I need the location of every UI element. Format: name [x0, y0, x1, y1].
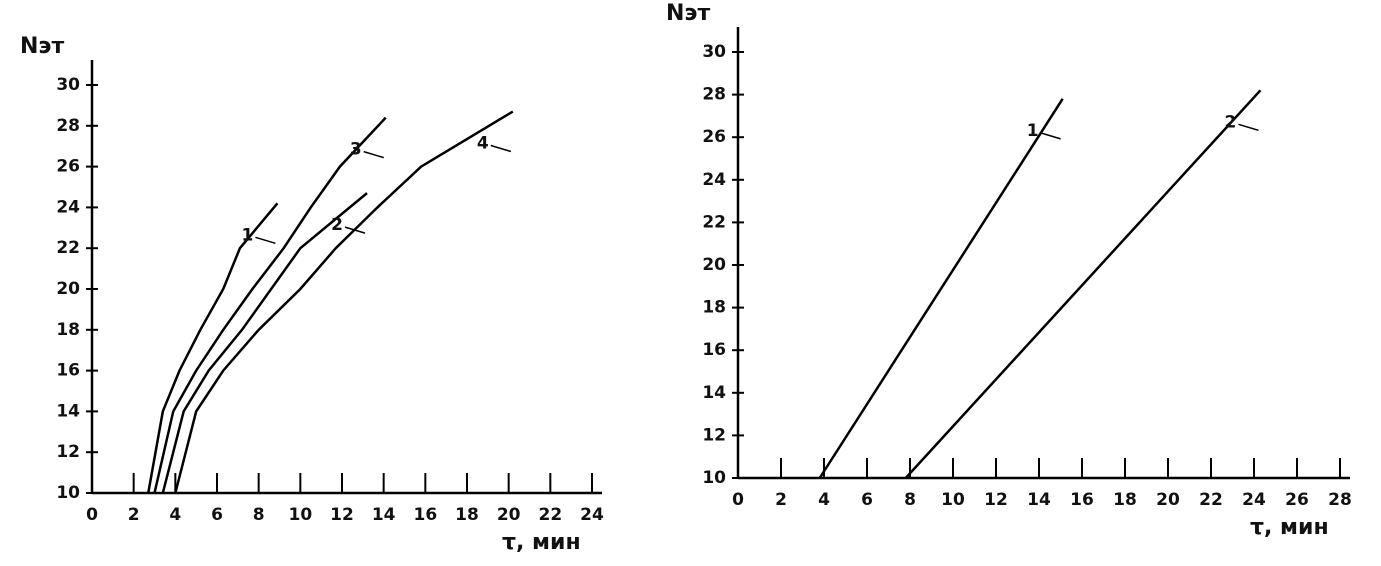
series-label: 3	[350, 140, 362, 160]
x-tick-label: 18	[455, 505, 479, 525]
x-tick-label: 12	[984, 490, 1008, 510]
y-tick-label: 14	[702, 383, 726, 403]
series-line	[147, 202, 279, 494]
x-tick-label: 14	[372, 505, 396, 525]
x-tick-label: 8	[904, 490, 916, 510]
y-tick-label: 12	[702, 425, 726, 445]
y-tick-label: 10	[702, 468, 726, 488]
y-tick-label: 16	[702, 340, 726, 360]
x-tick-label: 6	[861, 490, 873, 510]
x-axis-title: τ, мин	[1250, 515, 1329, 540]
y-tick-label: 12	[56, 442, 80, 462]
x-tick-label: 18	[1113, 490, 1137, 510]
x-tick-label: 0	[732, 490, 744, 510]
series-label: 2	[1225, 112, 1237, 132]
y-tick-label: 30	[702, 42, 726, 62]
x-tick-label: 0	[86, 505, 98, 525]
x-tick-label: 22	[538, 505, 562, 525]
series-line	[174, 110, 514, 494]
y-tick-label: 24	[56, 197, 80, 217]
x-tick-label: 16	[1070, 490, 1094, 510]
y-tick-label: 28	[702, 85, 726, 105]
y-tick-label: 18	[702, 298, 726, 318]
y-axis-title: Nэт	[666, 1, 710, 26]
y-tick-label: 30	[56, 75, 80, 95]
series-line	[818, 98, 1064, 479]
x-tick-label: 14	[1027, 490, 1051, 510]
x-tick-label: 24	[580, 505, 604, 525]
x-tick-label: 16	[413, 505, 437, 525]
y-tick-label: 22	[56, 238, 80, 258]
y-axis-title: Nэт	[20, 34, 64, 59]
x-tick-label: 4	[818, 490, 830, 510]
series-line	[904, 89, 1262, 479]
label-leader	[1040, 132, 1061, 140]
x-tick-label: 10	[941, 490, 965, 510]
series-label: 4	[477, 134, 489, 154]
y-tick-label: 28	[56, 116, 80, 136]
y-tick-label: 14	[56, 401, 80, 421]
x-tick-label: 6	[211, 505, 223, 525]
y-tick-label: 24	[702, 170, 726, 190]
series-line	[161, 192, 368, 494]
y-tick-label: 10	[56, 483, 80, 503]
y-tick-label: 20	[56, 279, 80, 299]
x-tick-label: 10	[288, 505, 312, 525]
x-tick-label: 2	[775, 490, 787, 510]
label-leader	[255, 236, 276, 245]
label-leader	[490, 144, 512, 153]
x-tick-label: 12	[330, 505, 354, 525]
series-line	[153, 116, 387, 494]
series-label: 2	[331, 215, 343, 235]
y-tick-label: 18	[56, 320, 80, 340]
x-tick-label: 26	[1285, 490, 1309, 510]
y-tick-label: 26	[56, 157, 80, 177]
x-axis-title: τ, мин	[502, 530, 581, 555]
x-tick-label: 20	[1156, 490, 1180, 510]
y-tick-label: 20	[702, 255, 726, 275]
y-tick-label: 16	[56, 361, 80, 381]
y-tick-label: 22	[702, 212, 726, 232]
series-label: 1	[1027, 121, 1039, 141]
x-tick-label: 22	[1199, 490, 1223, 510]
y-tick-label: 26	[702, 127, 726, 147]
x-tick-label: 20	[497, 505, 521, 525]
x-tick-label: 8	[253, 505, 265, 525]
label-leader	[1238, 123, 1259, 132]
label-leader	[363, 150, 384, 159]
series-label: 1	[241, 225, 253, 245]
x-tick-label: 4	[169, 505, 181, 525]
x-tick-label: 28	[1328, 490, 1352, 510]
x-tick-label: 24	[1242, 490, 1266, 510]
x-tick-label: 2	[128, 505, 140, 525]
